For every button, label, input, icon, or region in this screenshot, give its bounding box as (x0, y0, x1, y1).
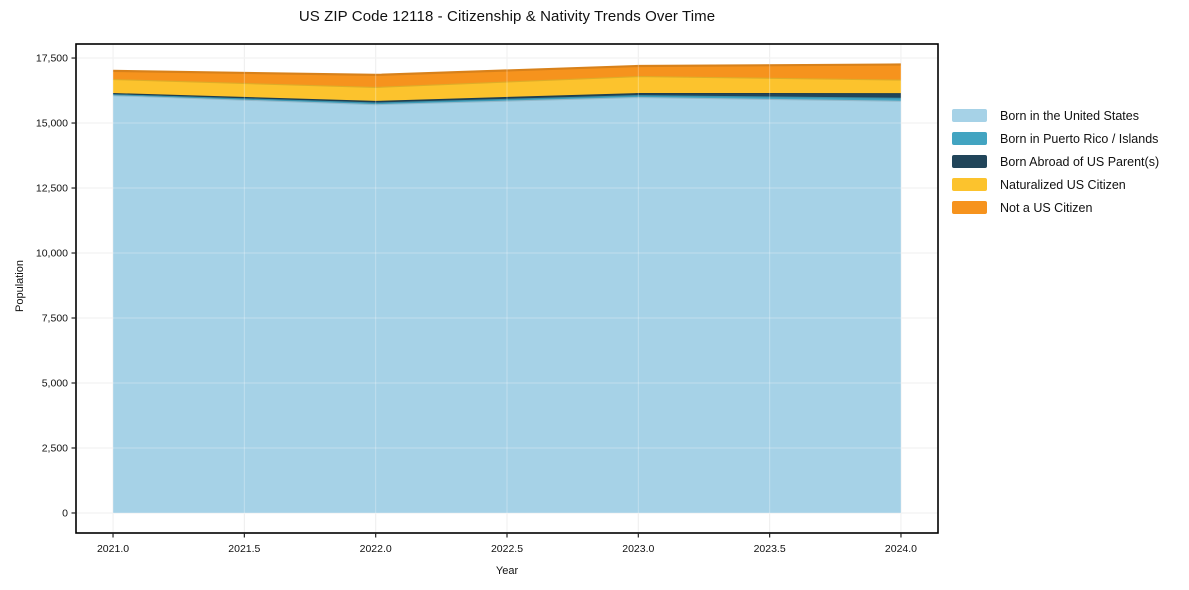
y-tick-label-4: 10,000 (36, 248, 68, 260)
y-tick-label-6: 15,000 (36, 118, 68, 130)
chart-title: US ZIP Code 12118 - Citizenship & Nativi… (298, 8, 716, 25)
legend-item-born-abroad: Born Abroad of US Parent(s) (952, 150, 1159, 173)
x-tick-label-2: 2022.0 (360, 543, 392, 555)
legend-swatch-born-us-icon (952, 109, 987, 122)
y-tick-label-1: 2,500 (42, 442, 68, 454)
y-tick-label-2: 5,000 (42, 377, 68, 389)
legend-item-born-us: Born in the United States (952, 104, 1159, 127)
x-tick-label-4: 2023.0 (622, 543, 654, 555)
y-tick-label-0: 0 (62, 507, 68, 519)
legend-swatch-born-abroad-icon (952, 155, 987, 168)
legend-label-born-us: Born in the United States (1000, 108, 1139, 123)
legend-label-not-citizen: Not a US Citizen (1000, 200, 1093, 215)
y-tick-label-3: 7,500 (42, 313, 68, 325)
x-tick-label-0: 2021.0 (97, 543, 129, 555)
y-tick-label-5: 12,500 (36, 183, 68, 195)
legend-swatch-not-citizen-icon (952, 201, 987, 214)
legend-label-naturalized: Naturalized US Citizen (1000, 177, 1126, 192)
area-series-4-topline (112, 63, 902, 77)
legend-item-naturalized: Naturalized US Citizen (952, 173, 1159, 196)
area-series-3 (113, 76, 901, 101)
x-axis-label: Year (495, 565, 519, 577)
legend-swatch-naturalized-icon (952, 178, 987, 191)
x-tick-label-5: 2023.5 (754, 543, 786, 555)
area-series-4 (113, 64, 901, 87)
x-tick-label-3: 2022.5 (491, 543, 523, 555)
y-axis-label: Population (14, 260, 26, 312)
area-series-0 (113, 95, 901, 513)
legend-item-born-pr: Born in Puerto Rico / Islands (952, 127, 1159, 150)
legend-swatch-born-pr-icon (952, 132, 987, 145)
legend-label-born-abroad: Born Abroad of US Parent(s) (1000, 154, 1160, 169)
x-tick-label-1: 2021.5 (228, 543, 260, 555)
legend: Born in the United States Born in Puerto… (952, 104, 1159, 219)
legend-label-born-pr: Born in Puerto Rico / Islands (1000, 131, 1159, 146)
y-tick-label-7: 17,500 (36, 53, 68, 65)
legend-item-not-citizen: Not a US Citizen (952, 196, 1159, 219)
x-tick-label-6: 2024.0 (885, 543, 917, 555)
